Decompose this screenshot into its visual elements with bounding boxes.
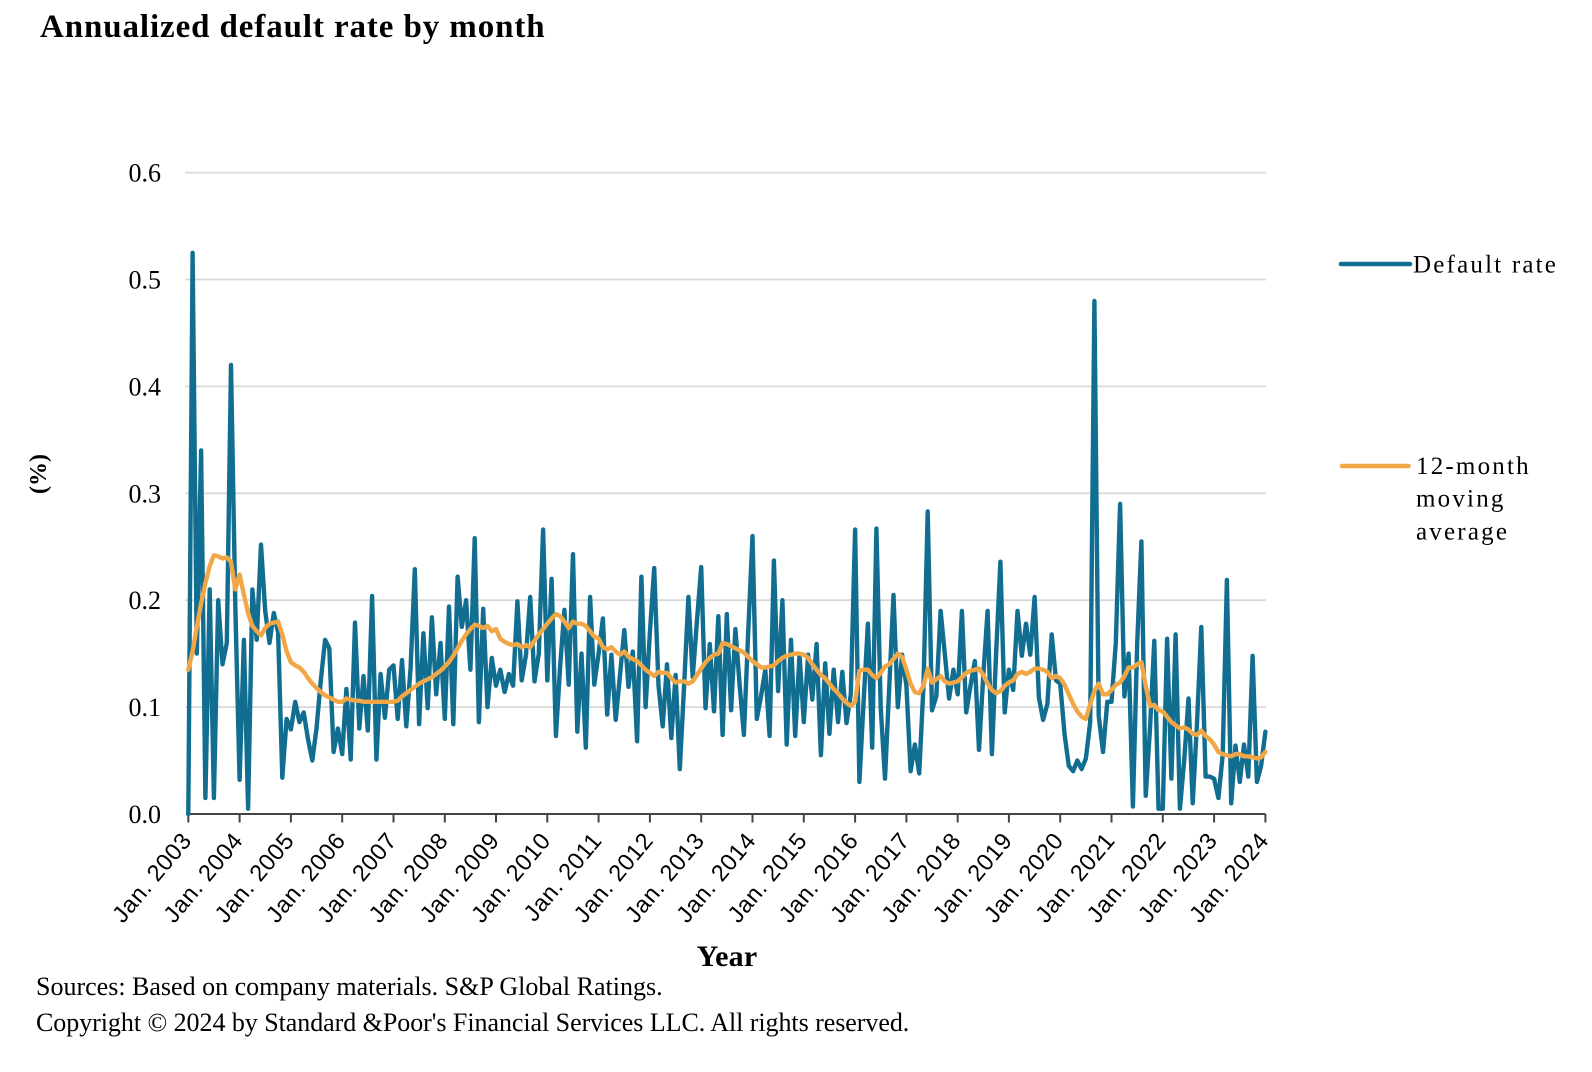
svg-text:0.2: 0.2	[129, 586, 162, 615]
svg-text:12-month: 12-month	[1416, 453, 1531, 480]
svg-text:0.0: 0.0	[129, 800, 162, 829]
svg-text:Year: Year	[697, 940, 758, 973]
svg-text:(%): (%)	[26, 454, 52, 494]
svg-text:0.4: 0.4	[129, 372, 162, 401]
svg-text:0.3: 0.3	[129, 479, 162, 508]
svg-text:moving: moving	[1416, 486, 1506, 513]
svg-text:average: average	[1416, 519, 1509, 546]
svg-text:0.1: 0.1	[129, 693, 162, 722]
svg-text:0.6: 0.6	[129, 159, 162, 188]
svg-text:0.5: 0.5	[129, 266, 162, 295]
svg-text:Default rate: Default rate	[1413, 252, 1558, 279]
